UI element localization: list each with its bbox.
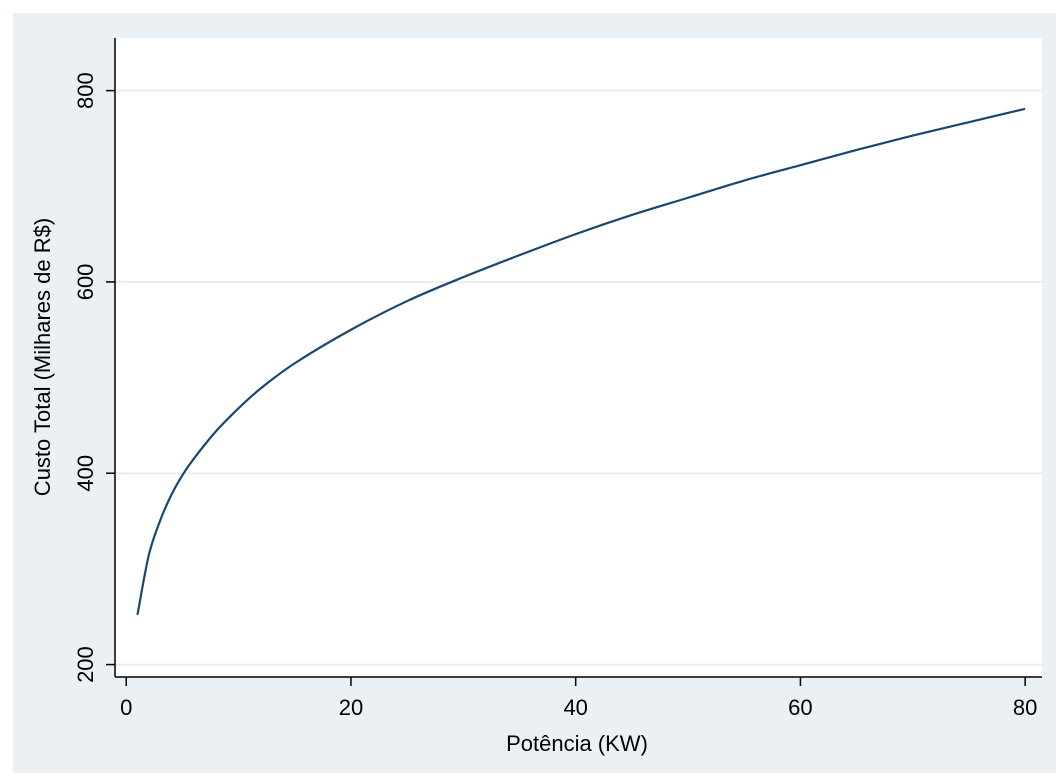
x-tick-label: 60 bbox=[788, 695, 812, 720]
series-group bbox=[136, 107, 1026, 616]
y-axis-title: Custo Total (Milhares de R$) bbox=[30, 218, 55, 496]
y-tick-label: 800 bbox=[73, 72, 98, 109]
grid-lines bbox=[115, 89, 1042, 666]
y-tick-label: 200 bbox=[73, 646, 98, 683]
x-tick-label: 0 bbox=[120, 695, 132, 720]
x-tick-label: 80 bbox=[1013, 695, 1037, 720]
x-tick-label: 20 bbox=[339, 695, 363, 720]
axes bbox=[106, 38, 1042, 686]
tick-labels: 0 20 40 60 80 200 400 600 800 bbox=[73, 72, 1037, 720]
x-axis-title: Potência (KW) bbox=[506, 731, 648, 756]
series-line bbox=[136, 107, 1026, 616]
x-tick-label: 40 bbox=[563, 695, 587, 720]
y-tick-label: 600 bbox=[73, 264, 98, 301]
y-tick-label: 400 bbox=[73, 455, 98, 492]
plot-area bbox=[115, 38, 1042, 677]
